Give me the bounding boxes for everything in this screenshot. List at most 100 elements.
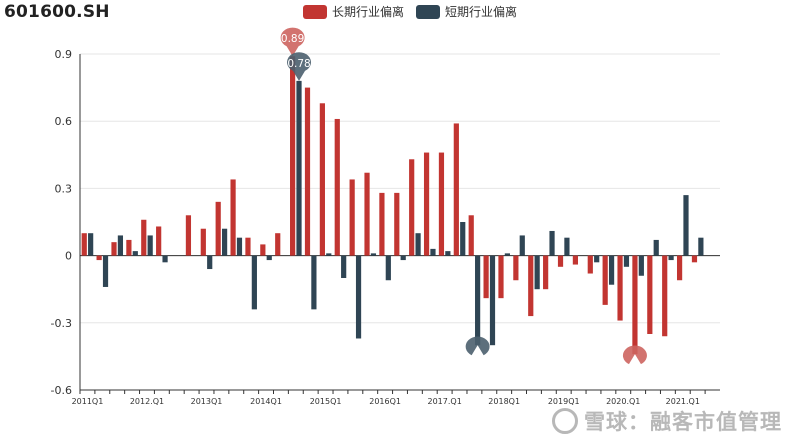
bar-long xyxy=(156,226,162,256)
bar-long xyxy=(557,255,564,267)
bar-long xyxy=(423,152,430,256)
x-tick-label: 2020.Q1 xyxy=(606,397,640,406)
marker-pin xyxy=(280,27,305,57)
bar-short xyxy=(162,255,168,263)
y-tick-label: 0 xyxy=(65,250,72,263)
bar-short xyxy=(519,235,525,256)
bar-long xyxy=(602,255,608,305)
bar-long xyxy=(662,255,668,337)
bar-short xyxy=(266,255,272,261)
bar-short xyxy=(370,253,377,256)
bar-short xyxy=(147,235,153,256)
x-tick-label: 2017.Q1 xyxy=(428,397,462,406)
bar-long xyxy=(394,192,400,256)
bar-short xyxy=(88,233,94,256)
legend-swatch-long xyxy=(303,4,327,19)
legend-swatch-short xyxy=(416,4,441,19)
bar-long xyxy=(126,239,132,256)
x-tick-label: 2016Q1 xyxy=(369,397,401,406)
bar-short xyxy=(504,253,510,256)
bar-short xyxy=(445,251,451,256)
y-tick-label: -0.6 xyxy=(51,384,72,397)
bar-long xyxy=(349,179,355,256)
bar-short xyxy=(102,255,109,287)
bar-short xyxy=(594,255,600,263)
bar-short xyxy=(117,235,124,256)
chart-title: 601600.SH xyxy=(4,2,110,22)
bar-long xyxy=(498,255,504,299)
bar-long xyxy=(453,123,459,256)
bar-long xyxy=(260,244,266,256)
bar-short xyxy=(341,255,347,278)
x-tick-label: 2021.Q1 xyxy=(666,397,700,406)
bar-short xyxy=(623,255,630,267)
bar-long xyxy=(364,172,370,256)
legend-item-short[interactable]: 短期行业偏离 xyxy=(416,3,517,20)
marker-pin xyxy=(287,52,312,81)
x-tick-label: 2013Q1 xyxy=(191,397,223,406)
legend-label-short: 短期行业偏离 xyxy=(445,5,518,19)
y-tick-label: 0.6 xyxy=(55,115,73,128)
bar-long xyxy=(647,255,653,334)
bar-short xyxy=(564,237,570,256)
bar-long xyxy=(96,255,102,261)
y-tick-label: 0.9 xyxy=(55,48,73,61)
bar-short xyxy=(132,251,138,256)
x-tick-label: 2012.Q1 xyxy=(130,397,164,406)
bar-short xyxy=(549,230,555,256)
bar-short xyxy=(668,255,674,261)
bar-short xyxy=(638,255,644,276)
bar-long xyxy=(543,255,549,290)
bar-short xyxy=(534,255,540,290)
bar-long xyxy=(81,233,87,256)
bar-short xyxy=(207,255,213,270)
bar-short xyxy=(385,255,391,281)
y-tick-label: 0.3 xyxy=(55,182,73,195)
bar-long xyxy=(319,103,325,256)
bar-long xyxy=(676,255,683,281)
bar-long xyxy=(379,192,385,256)
bar-short xyxy=(355,255,362,339)
bar-short xyxy=(400,255,406,261)
bar-long xyxy=(513,255,519,281)
y-tick-label: -0.3 xyxy=(51,317,72,330)
legend: 长期行业偏离 短期行业偏离 xyxy=(303,3,517,20)
bar-long xyxy=(245,237,251,256)
bar-long xyxy=(111,242,117,256)
legend-item-long[interactable]: 长期行业偏离 xyxy=(303,3,404,20)
bar-short xyxy=(430,248,436,256)
watermark-text: 雪球：融客市值管理 xyxy=(584,410,782,434)
marker-pin xyxy=(465,336,490,356)
bar-long xyxy=(528,255,534,317)
bar-long xyxy=(468,215,474,256)
bar-long xyxy=(587,255,593,274)
legend-label-long: 长期行业偏离 xyxy=(332,5,405,19)
bar-short xyxy=(296,80,302,256)
bar-short xyxy=(460,222,466,256)
x-tick-label: 2015Q1 xyxy=(310,397,342,406)
watermark: 雪球：融客市值管理 xyxy=(552,406,782,436)
bar-long xyxy=(409,159,415,256)
bar-short xyxy=(683,195,689,256)
bar-long xyxy=(438,152,445,256)
marker-label: 0.89 xyxy=(281,33,304,45)
bar-long xyxy=(275,233,281,256)
bar-long xyxy=(290,56,296,256)
marker-pin xyxy=(622,345,647,365)
bar-long xyxy=(215,201,221,256)
marker-label: -0.4 xyxy=(467,358,488,370)
bar-short xyxy=(489,255,496,346)
bar-short xyxy=(653,239,659,256)
bar-long xyxy=(617,255,623,321)
bar-long xyxy=(200,228,206,256)
bar-long xyxy=(304,87,311,256)
bar-short xyxy=(326,253,332,256)
snowball-logo-icon xyxy=(552,408,578,434)
bar-short xyxy=(475,255,481,346)
x-tick-label: 2011Q1 xyxy=(72,397,104,406)
bar-short xyxy=(608,255,615,285)
bar-long xyxy=(185,215,192,256)
x-tick-label: 2018Q1 xyxy=(488,397,520,406)
marker-label: -0.44 xyxy=(621,367,648,379)
